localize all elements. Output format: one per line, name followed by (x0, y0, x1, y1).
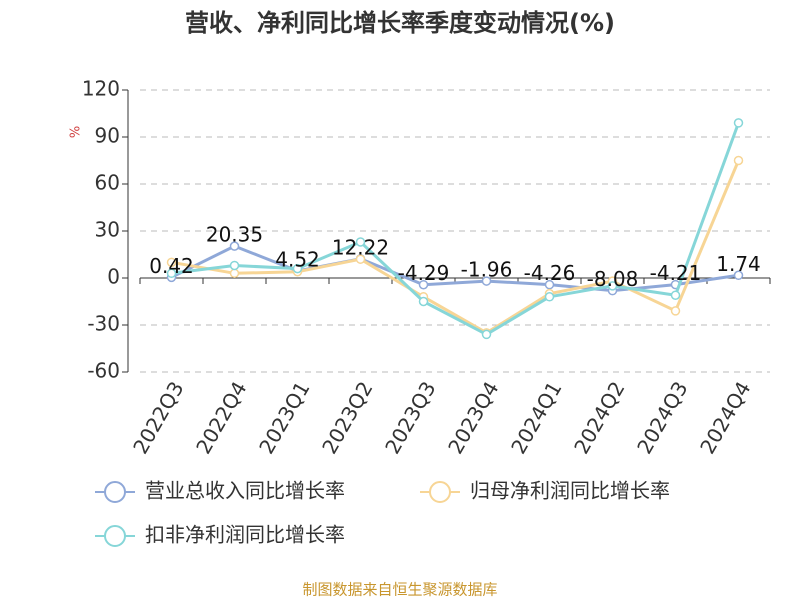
data-point (670, 306, 681, 316)
y-tick-label: 0 (107, 265, 120, 289)
y-tick-label: 90 (95, 124, 120, 148)
x-tick-label: 2022Q4 (191, 377, 251, 458)
data-label: 0.42 (149, 254, 194, 278)
legend-label: 归母净利润同比增长率 (470, 479, 670, 503)
legend-item: 归母净利润同比增长率 (420, 479, 670, 503)
x-tick-label: 2024Q4 (695, 377, 755, 458)
x-tick-label: 2023Q1 (254, 377, 314, 458)
data-label: -4.29 (398, 261, 450, 285)
data-point (481, 329, 492, 340)
legend-label: 营业总收入同比增长率 (145, 479, 345, 503)
data-point (166, 257, 177, 268)
data-point (481, 276, 492, 286)
x-tick-label: 2022Q3 (128, 377, 188, 458)
data-label: 1.74 (716, 252, 761, 276)
data-point (355, 254, 366, 264)
data-point (733, 270, 744, 281)
data-point (418, 296, 429, 307)
legend-item: 营业总收入同比增长率 (95, 479, 345, 503)
x-tick-label: 2024Q3 (632, 377, 692, 458)
y-tick-label: -60 (87, 359, 120, 383)
series-line (171, 122, 740, 337)
x-tick-label: 2023Q3 (380, 377, 440, 458)
legend-marker (104, 525, 126, 547)
y-tick-label: 30 (95, 218, 120, 242)
data-point (607, 281, 618, 291)
x-tick-label: 2024Q1 (506, 377, 566, 458)
source-note: 制图数据来自恒生聚源数据库 (302, 581, 497, 599)
data-point (229, 268, 240, 279)
data-label: -4.26 (524, 261, 576, 285)
series-line (170, 244, 739, 293)
data-point (544, 279, 555, 290)
data-point (292, 263, 303, 274)
data-point (229, 241, 240, 251)
legend-item: 扣非净利润同比增长率 (95, 523, 345, 547)
x-tick-label: 2023Q2 (317, 377, 377, 458)
legend-marker (104, 481, 126, 503)
data-point (355, 237, 366, 247)
y-axis-label: % (69, 126, 84, 138)
data-point (733, 118, 744, 128)
data-point (418, 279, 429, 290)
legend-marker (429, 481, 451, 503)
data-label: -4.21 (650, 261, 702, 285)
data-label: 20.35 (206, 223, 263, 247)
chart-title: 营收、净利同比增长率季度变动情况(%) (185, 9, 615, 37)
y-tick-label: -30 (87, 312, 120, 336)
legend-label: 扣非净利润同比增长率 (145, 523, 345, 547)
x-tick-label: 2024Q2 (569, 377, 629, 458)
data-label: 12.22 (332, 235, 389, 259)
y-tick-label: 60 (95, 171, 120, 195)
data-point (229, 260, 240, 271)
data-point (544, 292, 555, 302)
data-point (670, 290, 681, 300)
data-label: -1.96 (461, 258, 513, 282)
data-point (166, 268, 177, 279)
data-point (733, 155, 744, 166)
x-tick-label: 2023Q4 (443, 377, 503, 458)
series-line (171, 159, 740, 335)
y-tick-label: 120 (82, 77, 120, 101)
data-label: -8.08 (587, 267, 639, 291)
data-label: 4.52 (275, 247, 320, 271)
